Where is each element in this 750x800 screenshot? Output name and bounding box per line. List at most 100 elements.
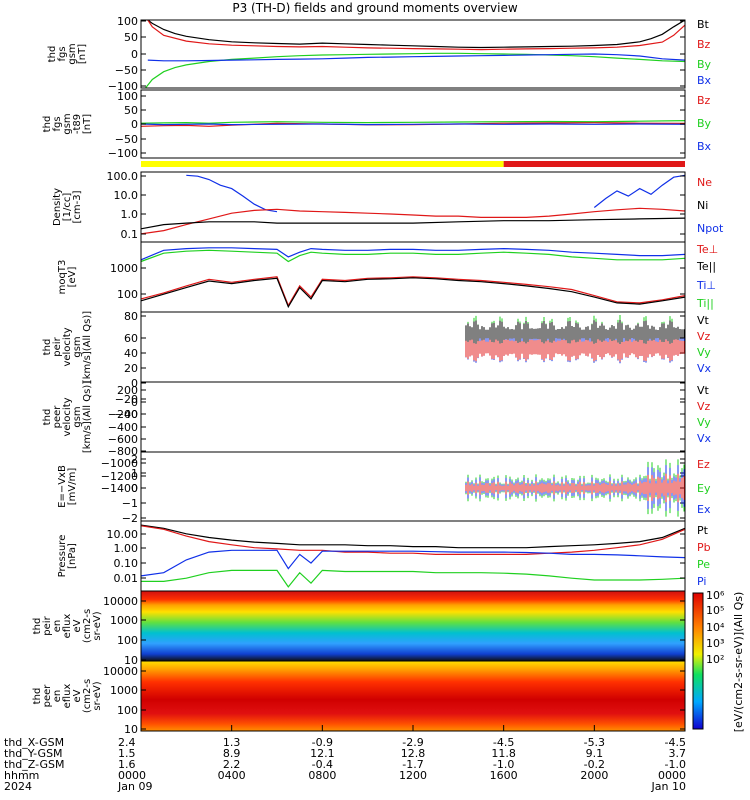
x-row-value: -5.3: [584, 736, 605, 749]
y-axis-label: thd: [47, 46, 58, 63]
legend-entry: Te⊥: [696, 243, 718, 256]
legend-entry: Pe: [697, 558, 710, 571]
y-tick-label: 0: [131, 118, 138, 131]
y-tick-label: 0.1: [121, 228, 139, 241]
mode-bar-slow: [141, 161, 504, 167]
y-axis-label: peer: [42, 684, 53, 708]
series-line-ne: [140, 207, 686, 235]
velocity-trace: [465, 320, 685, 344]
y-axis-label: thd: [32, 618, 43, 635]
y-axis-label: thd: [42, 116, 53, 133]
panel-4: 1000 100 moqT3 [eV] Te⊥ Te|| Ti⊥ Ti||: [57, 241, 718, 313]
panel-frame: [140, 171, 686, 243]
y-tick-label: −1: [122, 497, 138, 510]
x-row-value: -1.0: [665, 758, 686, 771]
legend-entry: Vx: [697, 432, 712, 445]
spectrogram-fill: [141, 591, 685, 661]
efield-trace: [465, 459, 685, 517]
y-tick-label: 80: [124, 310, 138, 323]
y-axis-label: sr-eV): [92, 611, 103, 640]
efield-trace: [465, 473, 685, 503]
y-axis-label: en: [52, 620, 63, 633]
x-row-value: 9.1: [586, 747, 604, 760]
legend-entry: Bx: [697, 140, 712, 153]
y-axis-label: [nT]: [77, 44, 88, 64]
y-axis-label: Pressure: [57, 535, 68, 578]
y-axis-label: [km/s](All Qs)]: [82, 311, 93, 383]
panel-7: 21 0 −1 −2 E=−VxB [mV/m] Ez Ey Ex: [57, 451, 711, 525]
panel-8: 10.001.00 0.10 0.01 Pressure [nPa] Pt Pb Pe Pi: [57, 520, 711, 592]
y-tick-label: 0: [131, 48, 138, 61]
y-axis-label: eflux: [62, 614, 73, 639]
y-tick-label: 20: [124, 362, 138, 375]
legend-entry: By: [697, 117, 712, 130]
x-row-value: 12.1: [310, 747, 335, 760]
y-axis-label: E=−VxB: [57, 465, 68, 508]
velocity-trace: [465, 315, 685, 363]
legend-entry: Ti||: [696, 297, 714, 310]
panel-1: 100 50 0 −50 −100 thd fgs gsm [nT] Bt Bz By Bx: [47, 15, 712, 93]
legend-entry: Npot: [697, 222, 724, 235]
y-axis-label: [mV/m]: [67, 468, 78, 506]
series-line-te-: [140, 276, 686, 307]
series-line-bz: [147, 19, 686, 51]
y-axis-label: -t89: [72, 114, 83, 134]
series-line-pi: [140, 549, 686, 577]
y-axis-label: thd: [42, 409, 53, 426]
y-axis-label: [cm-3]: [72, 190, 83, 223]
y-tick-label: 100: [117, 288, 138, 301]
y-tick-label: 0: [131, 377, 138, 390]
x-row-value: 1.3: [223, 736, 241, 749]
x-row-value: 1200: [399, 769, 427, 782]
x-row-value: 11.8: [491, 747, 516, 760]
y-axis-label: peir: [42, 615, 53, 635]
y-axis-label: peir: [52, 336, 63, 356]
x-row-label: 2024: [4, 780, 32, 793]
colorbar-tick-label: 10⁴: [706, 621, 725, 634]
y-axis-label: [eV]: [67, 267, 78, 288]
y-axis-label: fgs: [52, 116, 63, 131]
x-row-value: 0400: [218, 769, 246, 782]
legend-entry: Ni: [697, 199, 708, 212]
y-tick-label: −200: [108, 408, 138, 421]
y-tick-label: −50: [115, 64, 138, 77]
series-line-pe: [141, 569, 686, 588]
y-tick-label: −1000: [101, 457, 138, 470]
x-row-value: -4.5: [665, 736, 686, 749]
x-row-value: Jan 10: [651, 780, 686, 793]
legend-entry: Vz: [697, 400, 711, 413]
x-row-value: -0.9: [312, 736, 333, 749]
x-row-value: -4.5: [493, 736, 514, 749]
y-tick-label: 1.0: [121, 208, 139, 221]
legend-entry: Vx: [697, 362, 712, 375]
efield-trace: [465, 465, 685, 511]
legend-entry: Vy: [697, 416, 711, 429]
y-axis-label: gsm: [67, 43, 78, 64]
y-tick-label: −20: [115, 393, 138, 406]
y-tick-label: 0.01: [114, 572, 139, 585]
y-tick-label: −100: [108, 147, 138, 160]
velocity-trace: [465, 328, 685, 362]
efield-noise: [465, 459, 685, 517]
y-axis-label: sr-eV): [92, 681, 103, 710]
legend-entry: Ex: [697, 503, 711, 516]
colorbar-tick-label: 10⁵: [706, 604, 724, 617]
x-row-value: 0800: [308, 769, 336, 782]
y-tick-label: 50: [124, 104, 138, 117]
y-axis-label: [nPa]: [67, 543, 78, 569]
y-axis-label: velocity: [62, 327, 73, 366]
y-axis-label: eflux: [62, 684, 73, 709]
x-row-value: Jan 09: [117, 780, 152, 793]
y-tick-label: 10.00: [107, 528, 139, 541]
y-tick-label: −50: [115, 133, 138, 146]
y-axis-label: fgs: [57, 46, 68, 61]
y-axis-label: (cm2-s: [82, 679, 93, 713]
series-line-by: [140, 120, 686, 124]
y-axis-label: moqT3: [57, 260, 68, 295]
panel-3: 100.0 10.0 1.0 0.1 Density [1/cc] [cm-3] Ne Ni Np…: [52, 170, 724, 243]
x-row-value: 2.2: [223, 758, 241, 771]
y-tick-label: 1.00: [114, 542, 139, 555]
